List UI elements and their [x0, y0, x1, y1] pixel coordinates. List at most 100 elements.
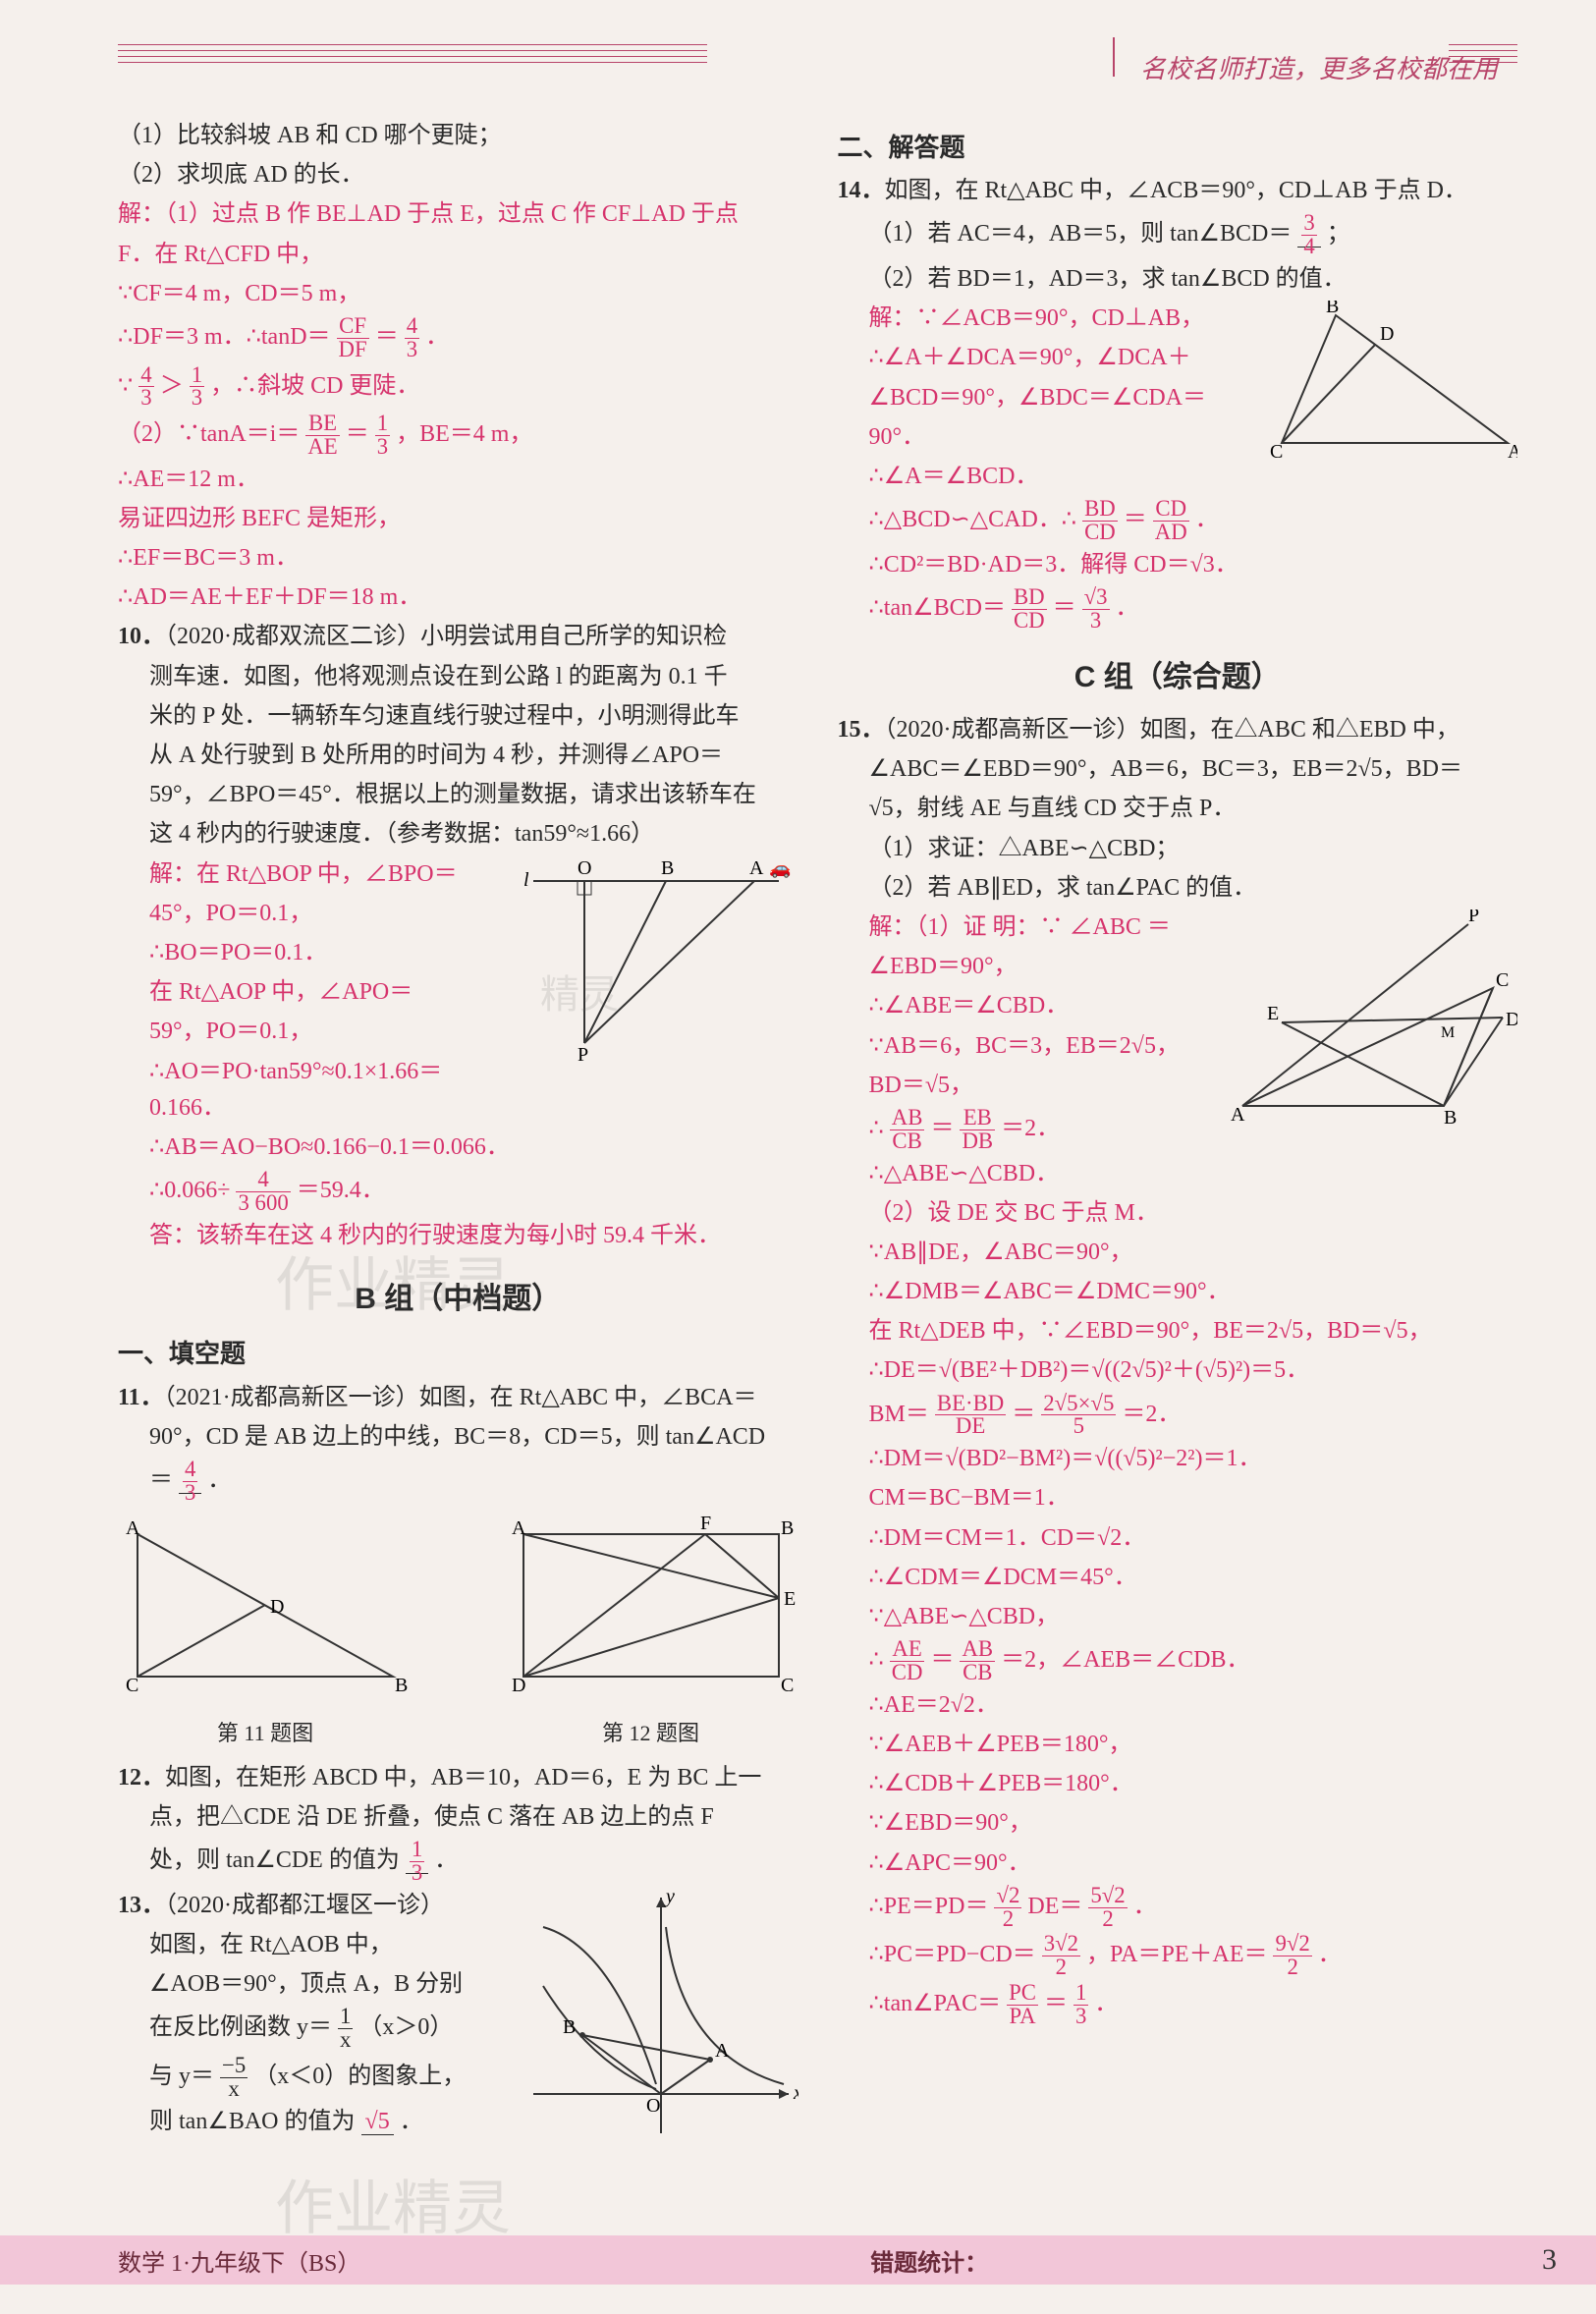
num: 3: [1301, 212, 1316, 236]
footer-left: 数学 1·九年级下（BS）: [118, 2243, 360, 2278]
txt: ＝2，∠AEB＝∠CDB．: [1001, 1647, 1249, 1673]
txt: ．: [1195, 507, 1219, 532]
txt: （x＜0）的图象上，: [253, 2064, 466, 2089]
svg-text:C: C: [1496, 969, 1509, 991]
footer-mid: 错题统计：: [360, 2243, 1498, 2278]
txt: ＝: [1012, 1401, 1035, 1426]
txt: ∴DF＝3 m．∴tanD＝: [118, 324, 331, 350]
q14-l1: （1）若 AC＝4，AB＝5，则 tan∠BCD＝ 34 ；: [838, 212, 1518, 258]
q14-s7: ∴CD²＝BD·AD＝3．解得 CD＝√3．: [838, 547, 1518, 583]
num: CD: [1153, 498, 1189, 522]
svg-text:x: x: [793, 2082, 798, 2104]
q9-sol-9: ∴EF＝BC＝3 m．: [118, 540, 798, 577]
txt: ＝: [1124, 507, 1147, 532]
den: DB: [960, 1130, 995, 1153]
den: CD: [890, 1662, 925, 1684]
txt: ∴PE＝PD＝: [869, 1894, 989, 1919]
txt: ．: [207, 1467, 231, 1493]
q13-figure: x y O A B: [514, 1888, 798, 2155]
q15-s26: ∴PC＝PD−CD＝ 3√22 ，PA＝PE＋AE＝ 9√22 ．: [838, 1933, 1518, 1979]
num: AB: [960, 1638, 995, 1662]
group-c-title: C 组（综合题）: [838, 655, 1518, 701]
qnum: 13．: [118, 1893, 165, 1918]
q15-s7: ∴△ABE∽△CBD．: [838, 1156, 1518, 1192]
label-P: P: [578, 1044, 588, 1063]
q15-s21: ∵∠AEB＋∠PEB＝180°，: [838, 1727, 1518, 1763]
txt: DE＝: [1027, 1894, 1082, 1919]
q15-s20: ∴AE＝2√2．: [838, 1687, 1518, 1724]
footer-page: 3: [1498, 2243, 1557, 2277]
q15-s11: 在 Rt△DEB 中，∵∠EBD＝90°，BE＝2√5，BD＝√5，: [838, 1313, 1518, 1350]
txt: ，BE＝4 m，: [396, 421, 532, 447]
num: EB: [960, 1107, 995, 1130]
q15-s16: ∴DM＝CM＝1．CD＝√2．: [838, 1520, 1518, 1557]
q9-sol-1: 解：（1）过点 B 作 BE⊥AD 于点 E，过点 C 作 CF⊥AD 于点: [118, 196, 798, 233]
q15-s10: ∴∠DMB＝∠ABC＝∠DMC＝90°．: [838, 1274, 1518, 1310]
num: 4: [236, 1169, 290, 1192]
num: 1: [338, 2006, 353, 2029]
header-tagline: 名校名师打造，更多名校都在用: [1140, 49, 1498, 85]
q14: 14．如图，在 Rt△ABC 中，∠ACB＝90°，CD⊥AB 于点 D．: [838, 173, 1518, 209]
q15-t2: ∠ABC＝∠EBD＝90°，AB＝6，BC＝3，EB＝2√5，BD＝: [838, 751, 1518, 788]
den: DF: [337, 339, 369, 361]
q10-diagram: l O B A 🚗 P: [523, 856, 798, 1063]
txt: （1）若 AC＝4，AB＝5，则 tan∠BCD＝: [869, 221, 1293, 247]
q11-figure: A C B D 第 11 题图: [118, 1515, 413, 1750]
label-O: O: [578, 857, 591, 879]
txt: ∴tan∠PAC＝: [869, 1991, 1002, 2016]
txt: 处，则 tan∠CDE 的值为: [149, 1847, 400, 1873]
q15-s17: ∴∠CDM＝∠DCM＝45°．: [838, 1560, 1518, 1596]
den: 2: [1088, 1908, 1127, 1931]
den: 3: [1082, 610, 1110, 633]
svg-text:A: A: [512, 1517, 526, 1539]
txt: ．: [1133, 1894, 1157, 1919]
txt: ＝2．: [1122, 1401, 1181, 1426]
left-column: （1）比较斜坡 AB 和 CD 哪个更陡； （2）求坝底 AD 的长． 解：（1…: [118, 118, 798, 2180]
txt: 则 tan∠BAO 的值为: [149, 2109, 356, 2134]
txt: ，PA＝PE＋AE＝: [1086, 1942, 1267, 1967]
den: CB: [960, 1662, 995, 1684]
two-column-layout: （1）比较斜坡 AB 和 CD 哪个更陡； （2）求坝底 AD 的长． 解：（1…: [118, 118, 1517, 2180]
den: 3: [410, 1862, 424, 1885]
num: BD: [1012, 586, 1047, 610]
svg-text:B: B: [395, 1675, 408, 1696]
q10-t4: 从 A 处行驶到 B 处所用的时间为 4 秒，并测得∠APO＝: [118, 738, 798, 774]
den: CD: [1012, 610, 1047, 633]
txt: ＝59.4．: [297, 1178, 385, 1203]
num: √2: [994, 1885, 1021, 1908]
q14-s8: ∴tan∠BCD＝ BDCD ＝ √33 ．: [838, 586, 1518, 633]
q10-s7: ∴AB＝AO−BO≈0.166−0.1＝0.066．: [118, 1129, 798, 1166]
txt: （2020·成都都江堰区一诊）: [165, 1893, 444, 1918]
txt: ∴: [869, 1647, 884, 1673]
den: 3: [1073, 2006, 1088, 2028]
fig12-caption: 第 12 题图: [504, 1717, 798, 1750]
txt: ＝: [930, 1647, 954, 1673]
txt: ．: [1318, 1942, 1342, 1967]
svg-text:P: P: [1468, 909, 1479, 926]
qnum: 11．: [118, 1385, 164, 1410]
num: CF: [337, 315, 369, 339]
den: AE: [305, 436, 339, 459]
svg-text:B: B: [781, 1517, 794, 1539]
q9-sol-4: ∴DF＝3 m．∴tanD＝ CFDF ＝ 43 ．: [118, 315, 798, 361]
num: −5: [220, 2055, 248, 2078]
num: 9√2: [1273, 1933, 1311, 1956]
txt: BM＝: [869, 1401, 929, 1426]
txt: ＝2．: [1001, 1116, 1060, 1141]
num: √3: [1082, 586, 1110, 610]
num: 1: [375, 413, 390, 436]
num: 4: [405, 315, 419, 339]
q9-part2: （2）求坝底 AD 的长．: [118, 157, 798, 193]
q15-s23: ∵∠EBD＝90°，: [838, 1805, 1518, 1842]
den: 3: [138, 387, 153, 410]
den: 3: [190, 387, 204, 410]
txt: ；: [1327, 221, 1350, 247]
qnum: 14．: [838, 178, 885, 203]
q12-t2: 点，把△CDE 沿 DE 折叠，使点 C 落在 AB 边上的点 F: [118, 1799, 798, 1836]
txt: （2020·成都双流区二诊）小明尝试用自己所学的知识检: [165, 624, 727, 649]
txt: ∴: [869, 1116, 884, 1141]
svg-text:y: y: [664, 1888, 675, 1907]
label-l: l: [523, 869, 529, 891]
q15-s14: ∴DM＝√(BD²−BM²)＝√((√5)²−2²)＝1．: [838, 1441, 1518, 1477]
svg-text:F: F: [700, 1515, 711, 1534]
